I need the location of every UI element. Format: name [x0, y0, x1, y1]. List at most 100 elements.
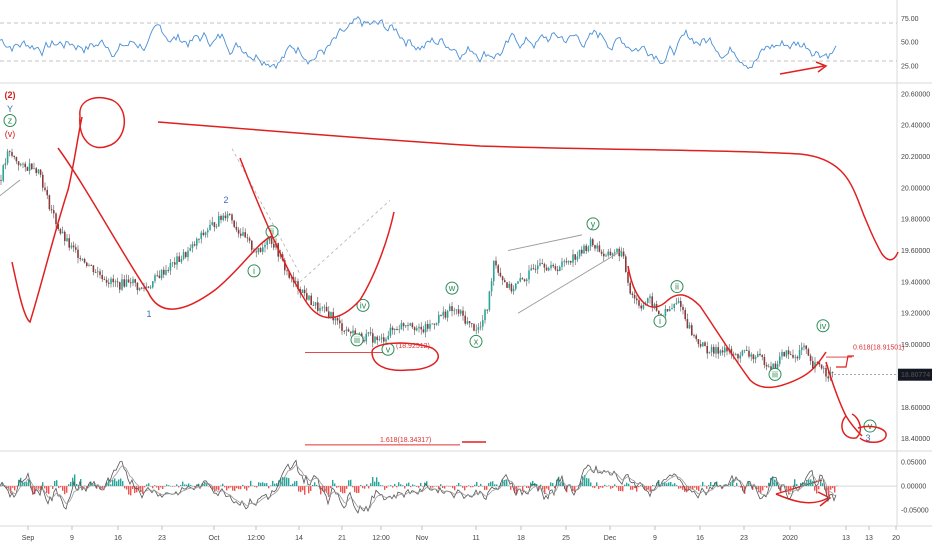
price-candle-body	[554, 266, 557, 270]
price-candle-body	[457, 309, 460, 314]
histogram-bar	[328, 486, 330, 497]
price-candle-body	[141, 287, 143, 289]
histogram-bar	[578, 485, 580, 487]
price-candle-body	[325, 306, 328, 312]
price-candle-body	[50, 209, 53, 211]
x-tick-label: 20	[892, 535, 900, 542]
price-candle-body	[130, 282, 132, 284]
histogram-bar	[172, 486, 174, 487]
histogram-bar	[390, 485, 392, 487]
histogram-bar	[766, 486, 768, 488]
histogram-bar	[532, 480, 534, 487]
histogram-bar	[308, 486, 310, 494]
price-candle-body	[717, 347, 719, 354]
drawing-long-arc	[157, 121, 899, 261]
price-candle-body	[134, 279, 136, 283]
x-tick-label: 21	[338, 535, 346, 542]
price-candle-body	[86, 262, 88, 267]
bottom-oscillator-line	[0, 459, 837, 514]
histogram-bar	[192, 486, 194, 487]
oscillator-top-panel	[0, 15, 897, 70]
price-candle-body	[64, 231, 66, 241]
price-candle-body	[273, 243, 275, 248]
histogram-bar	[150, 486, 152, 487]
price-candle-body	[752, 354, 755, 360]
histogram-bar	[100, 486, 102, 490]
price-candle-body	[207, 230, 209, 233]
price-candle-body	[156, 275, 158, 277]
histogram-bar	[274, 483, 276, 487]
price-candle-body	[633, 294, 636, 299]
histogram-bar	[470, 486, 472, 488]
histogram-bar	[170, 486, 172, 487]
histogram-bar	[448, 486, 450, 487]
histogram-bar	[502, 479, 504, 487]
wave-label: 1	[146, 309, 151, 319]
histogram-bar	[628, 483, 630, 487]
price-y-tick-label: 19.80000	[901, 217, 930, 224]
price-candle-body	[378, 339, 381, 341]
price-candle-body	[81, 259, 84, 260]
trendline-dashed-up	[299, 200, 391, 283]
histogram-bar	[378, 481, 380, 487]
price-candle-body	[653, 304, 656, 308]
histogram-bar	[54, 481, 56, 487]
wave-label-circle	[356, 298, 370, 312]
price-candle-body	[708, 351, 711, 354]
histogram-bar	[568, 485, 570, 487]
price-candle-body	[28, 163, 31, 171]
top-oscillator-line	[0, 15, 837, 70]
price-candle-body	[68, 238, 70, 248]
wave-label-circle	[247, 264, 261, 278]
price-candle-body	[453, 310, 455, 312]
histogram-bar	[480, 483, 482, 487]
price-candle-body	[464, 315, 466, 324]
histogram-bar	[46, 486, 48, 493]
price-candle-body	[160, 269, 163, 279]
histogram-bar	[638, 486, 640, 488]
histogram-bar	[364, 486, 366, 489]
histogram-bar	[130, 486, 132, 496]
price-y-tick-label: 20.00000	[901, 185, 930, 192]
price-candle-body	[92, 265, 95, 273]
histogram-bar	[10, 486, 12, 494]
price-candle-body	[664, 309, 667, 316]
price-candle-body	[204, 232, 207, 236]
histogram-bar	[228, 486, 230, 489]
price-candle-body	[431, 323, 433, 325]
histogram-bar	[262, 482, 264, 487]
price-candle-body	[418, 326, 420, 329]
price-candle-body	[765, 364, 768, 367]
histogram-bar	[178, 486, 180, 488]
histogram-bar	[206, 483, 208, 487]
histogram-bar	[174, 486, 176, 487]
price-candle-body	[565, 261, 568, 263]
histogram-bar	[676, 485, 678, 487]
price-candle-body	[699, 344, 702, 347]
price-candle-body	[416, 328, 418, 331]
histogram-bar	[472, 486, 474, 488]
price-candle-body	[537, 265, 539, 270]
histogram-bar	[144, 486, 146, 488]
histogram-bar	[158, 486, 160, 491]
histogram-bar	[452, 486, 454, 489]
price-candle-body	[704, 342, 706, 347]
price-candle-body	[559, 266, 561, 272]
price-candle-body	[301, 289, 304, 293]
histogram-bar	[440, 484, 442, 487]
histogram-bar	[518, 486, 520, 488]
price-candle-body	[218, 215, 220, 227]
wave-label: (2)	[5, 90, 16, 100]
histogram-bar	[800, 483, 802, 487]
histogram-bar	[216, 486, 218, 490]
histogram-bar	[586, 478, 588, 487]
histogram-bar	[42, 482, 44, 487]
price-candle-body	[136, 282, 139, 291]
price-candle-body	[490, 281, 493, 292]
price-candle-body	[506, 282, 508, 288]
price-y-tick-label: 19.40000	[901, 279, 930, 286]
histogram-bar	[468, 485, 470, 487]
histogram-bar	[552, 483, 554, 487]
price-candle-body	[323, 306, 326, 308]
price-candle-body	[110, 278, 112, 284]
